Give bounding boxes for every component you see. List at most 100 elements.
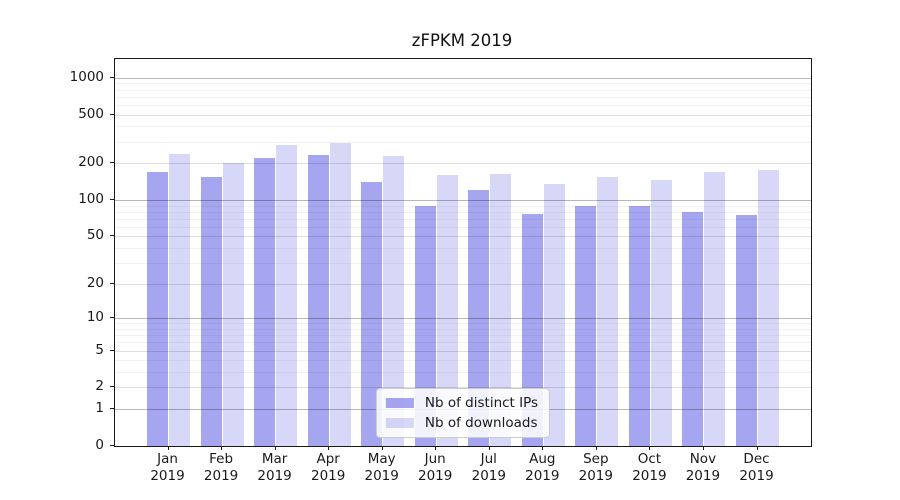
x-axis-tick-label: Mar 2019	[257, 451, 291, 485]
x-axis-tick-mark	[595, 446, 597, 450]
bar-downloads	[276, 145, 298, 446]
x-axis-tick-mark	[274, 446, 276, 450]
bar-distinct-ips	[736, 215, 757, 446]
gridline-minor	[115, 205, 811, 207]
x-axis-tick-mark	[649, 446, 651, 450]
x-tick-year: 2019	[364, 468, 399, 484]
bar-downloads	[704, 171, 726, 446]
y-axis-tick-mark	[110, 282, 114, 284]
y-axis-tick-label: 50	[86, 227, 104, 244]
x-axis-tick-label: Apr 2019	[311, 451, 345, 485]
legend-swatch-distinct-ips	[385, 398, 414, 408]
y-axis-tick-mark	[110, 199, 114, 200]
x-axis-tick-label: Jul 2019	[472, 451, 506, 485]
x-axis-tick-mark	[381, 446, 383, 450]
bar-downloads	[597, 176, 619, 446]
y-axis-tick-mark	[110, 349, 114, 351]
x-tick-year: 2019	[418, 468, 453, 484]
legend: Nb of distinct IPs Nb of downloads	[375, 388, 551, 438]
x-tick-month: Dec	[743, 451, 770, 467]
bar-downloads	[758, 170, 779, 446]
x-axis-tick-label: Nov 2019	[686, 451, 720, 485]
gridline-minor	[115, 211, 811, 213]
bar-distinct-ips	[200, 176, 222, 446]
gridline-minor	[115, 83, 811, 85]
bar-downloads	[169, 153, 190, 446]
bar-distinct-ips	[628, 206, 650, 446]
y-axis-tick-mark	[110, 317, 114, 319]
legend-label-distinct-ips: Nb of distinct IPs	[424, 395, 539, 411]
x-tick-year: 2019	[471, 468, 506, 484]
x-tick-month: Feb	[209, 451, 234, 467]
x-axis-tick-mark	[435, 446, 437, 450]
bar-distinct-ips	[575, 205, 597, 446]
x-tick-month: Oct	[637, 451, 662, 467]
y-axis-tick-label: 200	[78, 154, 104, 171]
gridline-mid	[115, 163, 811, 165]
bar-distinct-ips	[147, 171, 168, 446]
x-axis-tick-label: May 2019	[365, 451, 399, 485]
x-axis-tick-label: Oct 2019	[632, 451, 666, 485]
x-axis-tick-mark	[488, 446, 490, 450]
x-tick-year: 2019	[685, 468, 721, 484]
x-tick-year: 2019	[578, 468, 613, 484]
gridline-minor	[115, 342, 811, 344]
x-axis-tick-mark	[542, 446, 544, 450]
y-axis-tick-label: 500	[78, 105, 104, 122]
gridline-minor	[115, 262, 811, 264]
gridline-mid	[115, 236, 811, 238]
x-axis-tick-mark	[221, 446, 223, 450]
gridline-minor	[115, 218, 811, 220]
x-axis-tick-mark	[328, 446, 330, 450]
gridline-minor	[115, 96, 811, 98]
gridline-minor	[115, 104, 811, 106]
x-axis-tick-label: Aug 2019	[525, 451, 559, 485]
y-axis-tick-mark	[110, 445, 114, 446]
gridline-minor	[115, 323, 811, 325]
x-axis-tick-label: Sep 2019	[579, 451, 613, 485]
y-axis-tick-mark	[110, 76, 114, 78]
gridline-mid	[115, 350, 811, 352]
x-axis-tick-mark	[167, 446, 169, 450]
x-tick-month: Aug	[529, 451, 556, 467]
x-tick-year: 2019	[257, 468, 292, 484]
x-tick-month: Jul	[480, 451, 497, 467]
gridline-minor	[115, 360, 811, 362]
gridline-minor	[115, 126, 811, 128]
y-axis-tick-label: 20	[86, 274, 104, 291]
y-axis-tick-label: 1	[95, 400, 104, 416]
x-tick-month: Nov	[689, 451, 717, 467]
x-axis-tick-label: Dec 2019	[739, 451, 773, 485]
y-axis-tick-label: 1000	[69, 68, 104, 85]
x-tick-month: Mar	[261, 451, 288, 467]
y-axis-tick-label: 10	[86, 309, 104, 326]
legend-label-downloads: Nb of downloads	[424, 415, 538, 431]
chart-title: zFPKM 2019	[411, 31, 513, 50]
y-axis-tick-mark	[110, 162, 114, 164]
gridline-major	[115, 77, 811, 79]
gridline-minor	[115, 141, 811, 143]
bar-downloads	[650, 180, 672, 446]
legend-item-downloads: Nb of downloads	[385, 415, 538, 431]
x-axis-tick-mark	[702, 446, 704, 450]
legend-swatch-downloads	[385, 418, 414, 428]
bar-distinct-ips	[254, 158, 276, 446]
bar-distinct-ips	[682, 211, 704, 446]
y-axis-tick-label: 5	[95, 341, 104, 358]
y-axis-tick-label: 100	[78, 191, 104, 207]
x-tick-month: Jun	[424, 451, 446, 467]
gridline-minor	[115, 226, 811, 228]
x-tick-month: May	[367, 451, 396, 467]
y-axis-tick-mark	[110, 386, 114, 388]
x-axis-tick-label: Jun 2019	[418, 451, 452, 485]
bar-downloads	[222, 163, 244, 446]
y-axis-tick-mark	[110, 235, 114, 237]
y-axis-tick-mark	[110, 408, 114, 409]
y-axis-tick-mark	[110, 113, 114, 115]
plot-area: Nb of distinct IPs Nb of downloads	[114, 58, 812, 447]
x-tick-year: 2019	[525, 468, 560, 484]
legend-item-distinct-ips: Nb of distinct IPs	[385, 395, 539, 411]
gridline-minor	[115, 328, 811, 330]
gridline-major	[115, 318, 811, 320]
